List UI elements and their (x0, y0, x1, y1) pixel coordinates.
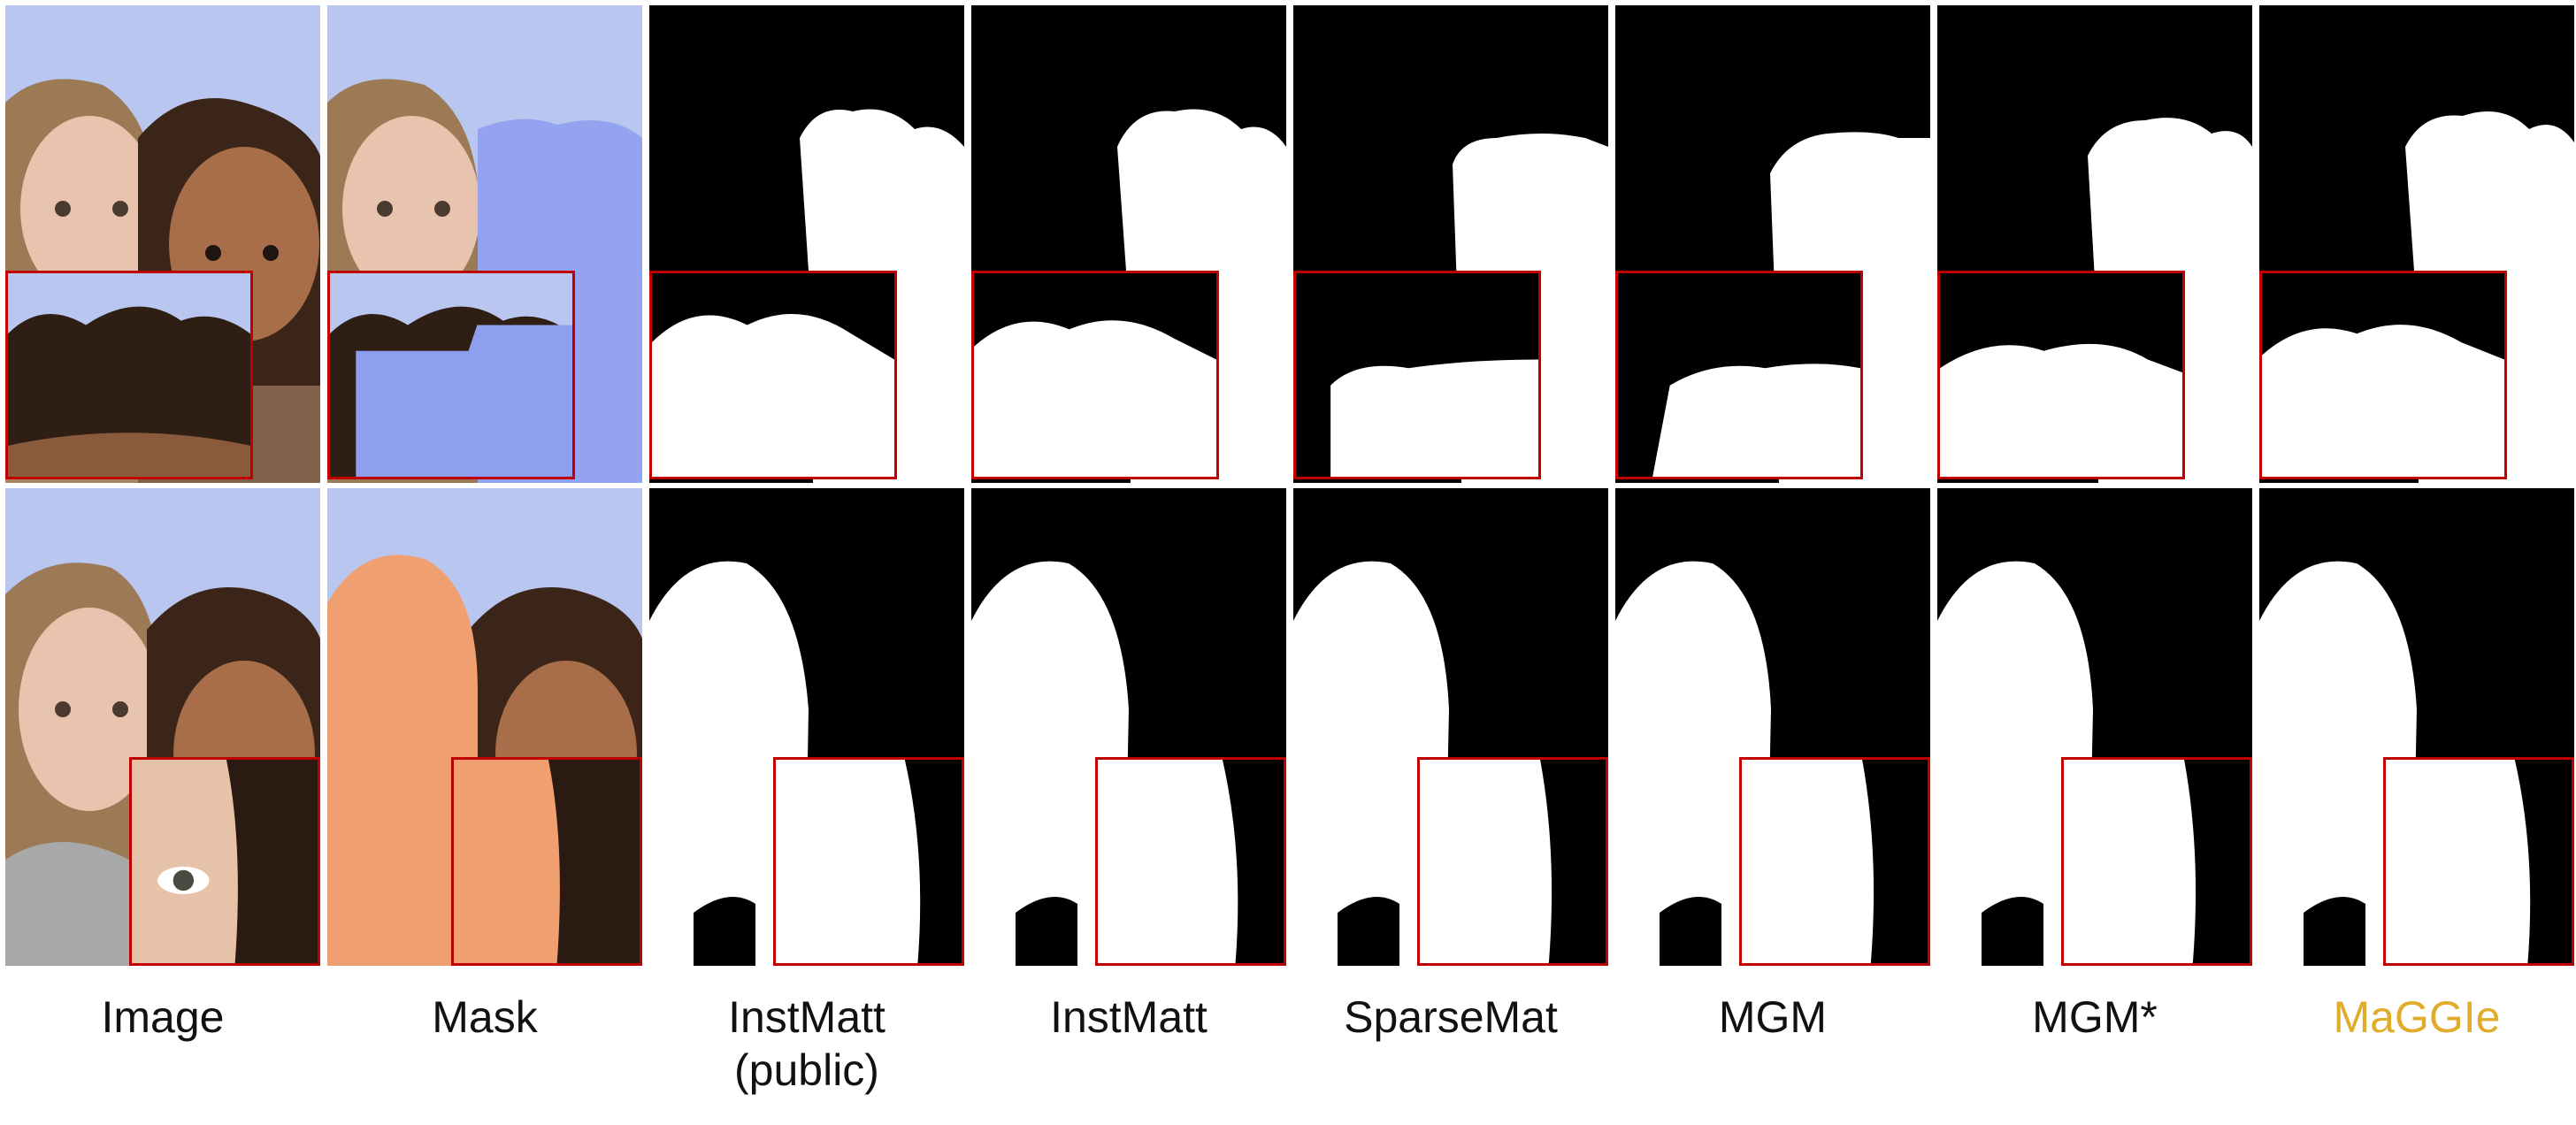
zoom-inset (451, 757, 642, 966)
zoom-inset (5, 271, 253, 479)
comparison-grid (0, 0, 2576, 973)
zoom-inset (1615, 271, 1863, 479)
zoom-inset (649, 271, 897, 479)
row2-maggie-alpha (2259, 488, 2574, 966)
row1-mask (327, 5, 642, 483)
row2-mgm-alpha (1615, 488, 1930, 966)
zoom-inset (2383, 757, 2574, 966)
zoom-inset (773, 757, 964, 966)
column-label-sparsemat: SparseMat (1293, 991, 1608, 1044)
row2-instmatt-alpha (971, 488, 1286, 966)
row1-maggie-alpha (2259, 5, 2574, 483)
zoom-inset (2061, 757, 2252, 966)
zoom-inset (1739, 757, 1930, 966)
row1-sparsemat-alpha (1293, 5, 1608, 483)
column-label-maggie: MaGGIe (2259, 991, 2574, 1044)
zoom-inset (1095, 757, 1286, 966)
zoom-inset (1293, 271, 1541, 479)
row2-mask (327, 488, 642, 966)
column-label-mgm-star: MGM* (1937, 991, 2252, 1044)
column-label-mask: Mask (327, 991, 642, 1044)
zoom-inset (129, 757, 320, 966)
row2-sparsemat-alpha (1293, 488, 1608, 966)
column-label-instmatt-public: InstMatt (public) (649, 991, 964, 1097)
column-label-instmatt: InstMatt (971, 991, 1286, 1044)
row1-image (5, 5, 320, 483)
zoom-inset (1417, 757, 1608, 966)
row2-mgm-star-alpha (1937, 488, 2252, 966)
row1-instmatt-public-alpha (649, 5, 964, 483)
column-labels: Image Mask InstMatt (public) InstMatt Sp… (0, 991, 2576, 1123)
zoom-inset (971, 271, 1219, 479)
row1-mgm-star-alpha (1937, 5, 2252, 483)
row1-mgm-alpha (1615, 5, 1930, 483)
zoom-inset (327, 271, 575, 479)
column-label-image: Image (5, 991, 320, 1044)
row2-instmatt-public-alpha (649, 488, 964, 966)
row1-instmatt-alpha (971, 5, 1286, 483)
row2-image (5, 488, 320, 966)
column-label-mgm: MGM (1615, 991, 1930, 1044)
zoom-inset (1937, 271, 2185, 479)
zoom-inset (2259, 271, 2507, 479)
